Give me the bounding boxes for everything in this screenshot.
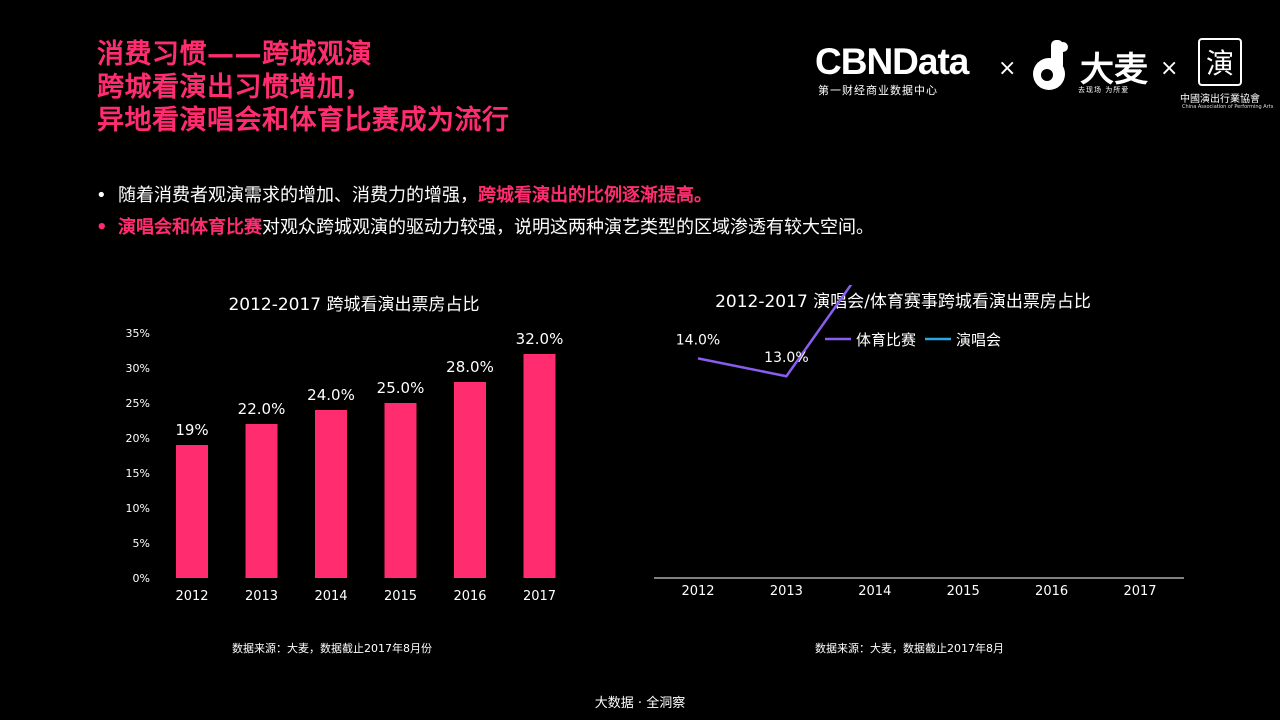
times-separator-2: × xyxy=(1160,56,1179,81)
line-data-label: 14.0% xyxy=(676,332,720,348)
y-tick-label: 35% xyxy=(126,327,150,340)
bar-2014 xyxy=(315,410,347,578)
x-tick-label: 2012 xyxy=(681,584,714,599)
title-line-2: 跨城看演出习惯增加， xyxy=(97,72,372,103)
x-tick-label: 2012 xyxy=(175,589,208,604)
cbndata-logo: CBNData xyxy=(815,41,969,82)
x-tick-label: 2013 xyxy=(245,589,278,604)
y-tick-label: 5% xyxy=(133,537,150,550)
bullet-highlight: 跨城看演出的比例逐渐提高。 xyxy=(478,185,712,206)
capa-seal-icon: 演 xyxy=(1198,38,1242,86)
times-separator-1: × xyxy=(998,56,1017,81)
bullet-text: 随着消费者观演需求的增加、消费力的增强， xyxy=(118,185,478,206)
x-tick-label: 2017 xyxy=(1123,584,1156,599)
x-tick-label: 2017 xyxy=(523,589,556,604)
bar-data-label: 25.0% xyxy=(377,379,425,397)
bullet-dot: • xyxy=(96,217,108,238)
bar-2012 xyxy=(176,445,208,578)
line-chart-source: 数据来源：大麦，数据截止2017年8月 xyxy=(815,642,1004,655)
x-tick-label: 2016 xyxy=(1035,584,1068,599)
capa-seal-glyph: 演 xyxy=(1205,47,1234,80)
legend-label: 演唱会 xyxy=(956,331,1001,349)
bullet-list: • 随着消费者观演需求的增加、消费力的增强，跨城看演出的比例逐渐提高。 • 演唱会和… xyxy=(96,180,874,244)
y-tick-label: 10% xyxy=(126,502,150,515)
x-tick-label: 2014 xyxy=(858,584,891,599)
x-tick-label: 2015 xyxy=(384,589,417,604)
footer-slogan: 大数据 · 全洞察 xyxy=(594,696,686,711)
bullet-dot: • xyxy=(96,185,107,206)
bar-data-label: 32.0% xyxy=(516,330,564,348)
y-tick-label: 25% xyxy=(126,397,150,410)
bar-2016 xyxy=(454,382,486,578)
bar-data-label: 19% xyxy=(175,421,208,439)
line-data-label: 13.0% xyxy=(764,350,808,366)
x-tick-label: 2013 xyxy=(770,584,803,599)
series-line-sports xyxy=(697,285,853,378)
slide-title: 消费习惯——跨城观演 跨城看演出习惯增加， 异地看演唱会和体育比赛成为流行 xyxy=(97,38,510,137)
bar-chart: 2012-2017 跨城看演出票房占比 0% 5% 10% 15% 20% 25% 30% 3… xyxy=(126,295,564,604)
bar-data-label: 22.0% xyxy=(238,400,286,418)
x-tick-label: 2016 xyxy=(453,589,486,604)
bar-2013 xyxy=(245,424,278,578)
bar-data-label: 28.0% xyxy=(446,358,494,376)
capa-english-name: China Association of Performing Arts xyxy=(1182,104,1274,110)
bar-chart-title: 2012-2017 跨城看演出票房占比 xyxy=(228,295,479,315)
bar-2017 xyxy=(523,354,556,578)
bar-chart-source: 数据来源：大麦，数据截止2017年8月份 xyxy=(232,642,432,655)
x-tick-label: 2015 xyxy=(947,584,980,599)
bar-data-label: 24.0% xyxy=(307,386,355,404)
legend-label: 体育比赛 xyxy=(856,331,916,349)
y-tick-label: 0% xyxy=(133,572,150,585)
y-tick-label: 20% xyxy=(126,432,150,445)
bullet-item-1: • 随着消费者观演需求的增加、消费力的增强，跨城看演出的比例逐渐提高。 xyxy=(96,180,874,212)
bullet-item-2: • 演唱会和体育比赛对观众跨城观演的驱动力较强，说明这两种演艺类型的区域渗透有较大… xyxy=(96,212,874,244)
title-line-1: 消费习惯——跨城观演 xyxy=(97,39,372,70)
cbndata-subtitle: 第一财经商业数据中心 xyxy=(818,84,938,97)
line-chart: 2012-2017 演唱会/体育赛事跨城看演出票房占比 体育比赛 演唱会 14.0… xyxy=(654,285,1184,599)
y-tick-label: 15% xyxy=(126,467,150,480)
title-line-3: 异地看演唱会和体育比赛成为流行 xyxy=(97,105,510,136)
partner-logos: CBNData 第一财经商业数据中心 × 大麦 去现场 为所爱 × 演 中國演出… xyxy=(812,38,1273,118)
x-tick-label: 2014 xyxy=(314,589,347,604)
bullet-highlight: 演唱会和体育比赛 xyxy=(118,217,262,238)
damai-logo-icon xyxy=(1033,40,1068,90)
capa-name: 中國演出行業協會 xyxy=(1180,94,1260,105)
bullet-text: 对观众跨城观演的驱动力较强，说明这两种演艺类型的区域渗透有较大空间。 xyxy=(262,217,874,238)
bar-2015 xyxy=(384,403,417,578)
damai-logo-text: 大麦 xyxy=(1080,50,1148,90)
y-tick-label: 30% xyxy=(126,362,150,375)
damai-slogan: 去现场 为所爱 xyxy=(1078,86,1130,94)
line-chart-title: 2012-2017 演唱会/体育赛事跨城看演出票房占比 xyxy=(715,291,1091,312)
